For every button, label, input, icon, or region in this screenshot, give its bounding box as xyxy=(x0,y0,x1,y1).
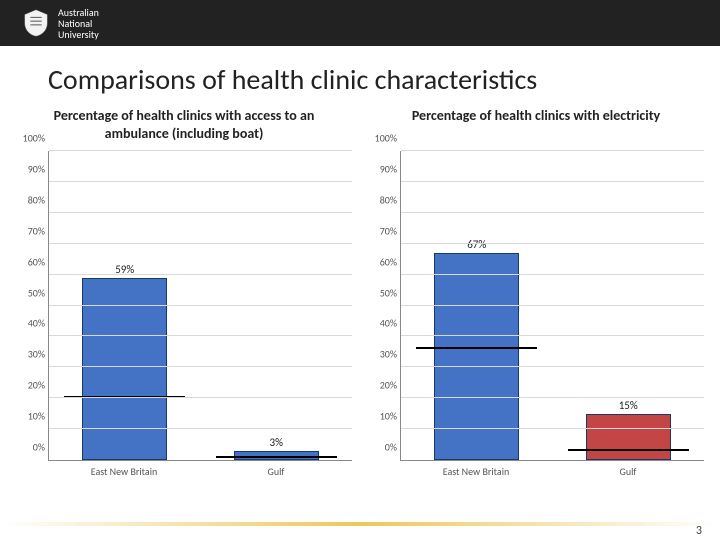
charts-row: Percentage of health clinics with access… xyxy=(0,107,720,478)
header-bar: Australian National University xyxy=(0,0,720,46)
ytick-label: 60% xyxy=(13,255,45,268)
bar-value-label: 67% xyxy=(467,238,486,251)
gridline xyxy=(49,181,352,182)
ytick-label: 70% xyxy=(365,224,397,237)
bars: 59% 3% xyxy=(49,151,352,460)
ytick-label: 50% xyxy=(13,286,45,299)
bar: 3% xyxy=(234,451,319,460)
gridline xyxy=(49,335,352,336)
ytick-label: 10% xyxy=(365,410,397,423)
ytick-label: 0% xyxy=(365,441,397,454)
bar-slot: 67% xyxy=(401,151,553,460)
bar: 15% xyxy=(586,414,671,460)
x-axis: East New BritainGulf xyxy=(400,461,704,478)
bar-slot: 59% xyxy=(49,151,201,460)
chart-ambulance: Percentage of health clinics with access… xyxy=(12,107,356,478)
ytick-label: 30% xyxy=(13,348,45,361)
xtick-label: Gulf xyxy=(552,461,704,478)
ytick-label: 10% xyxy=(13,410,45,423)
ytick-label: 50% xyxy=(365,286,397,299)
anu-wordmark: Australian National University xyxy=(58,7,99,40)
footer-accent xyxy=(0,522,720,526)
error-bar xyxy=(416,347,537,349)
xtick-label: East New Britain xyxy=(48,461,200,478)
gridline xyxy=(49,150,352,151)
gridline xyxy=(401,243,704,244)
ytick-label: 30% xyxy=(365,348,397,361)
ytick-label: 70% xyxy=(13,224,45,237)
chart-electricity: Percentage of health clinics with electr… xyxy=(364,107,708,478)
chart-plot: 59%3% 0%10%20%30%40%50%60%70%80%90%100% xyxy=(48,151,352,461)
chart-title: Percentage of health clinics with access… xyxy=(12,107,356,151)
page-number: 3 xyxy=(696,524,702,538)
gridline xyxy=(49,274,352,275)
gridline xyxy=(49,428,352,429)
gridline xyxy=(49,366,352,367)
chart-plot: 67%15% 0%10%20%30%40%50%60%70%80%90%100% xyxy=(400,151,704,461)
ytick-label: 20% xyxy=(365,379,397,392)
bars: 67% 15% xyxy=(401,151,704,460)
x-axis: East New BritainGulf xyxy=(48,461,352,478)
ytick-label: 80% xyxy=(365,193,397,206)
gridline xyxy=(401,428,704,429)
gridline xyxy=(49,212,352,213)
org-line3: University xyxy=(58,29,99,40)
org-line1: Australian xyxy=(58,7,99,18)
ytick-label: 0% xyxy=(13,441,45,454)
anu-crest-icon xyxy=(20,7,52,39)
gridline xyxy=(401,397,704,398)
gridline xyxy=(401,274,704,275)
gridline xyxy=(401,212,704,213)
bar-value-label: 3% xyxy=(270,436,283,449)
gridline xyxy=(401,305,704,306)
xtick-label: Gulf xyxy=(200,461,352,478)
gridline xyxy=(49,243,352,244)
gridline xyxy=(401,150,704,151)
ytick-label: 60% xyxy=(365,255,397,268)
bar-slot: 15% xyxy=(553,151,705,460)
org-line2: National xyxy=(58,18,99,29)
gridline xyxy=(401,366,704,367)
gridline xyxy=(401,181,704,182)
ytick-label: 80% xyxy=(13,193,45,206)
ytick-label: 90% xyxy=(365,162,397,175)
ytick-label: 100% xyxy=(13,132,45,145)
ytick-label: 20% xyxy=(13,379,45,392)
gridline xyxy=(49,397,352,398)
ytick-label: 90% xyxy=(13,162,45,175)
bar-value-label: 15% xyxy=(619,399,638,412)
error-bar xyxy=(568,449,689,451)
gridline xyxy=(401,335,704,336)
error-bar xyxy=(216,456,337,458)
page-title: Comparisons of health clinic characteris… xyxy=(0,46,720,107)
ytick-label: 40% xyxy=(365,317,397,330)
gridline xyxy=(49,305,352,306)
ytick-label: 40% xyxy=(13,317,45,330)
chart-title: Percentage of health clinics with electr… xyxy=(364,107,708,151)
ytick-label: 100% xyxy=(365,132,397,145)
bar-slot: 3% xyxy=(201,151,353,460)
xtick-label: East New Britain xyxy=(400,461,552,478)
